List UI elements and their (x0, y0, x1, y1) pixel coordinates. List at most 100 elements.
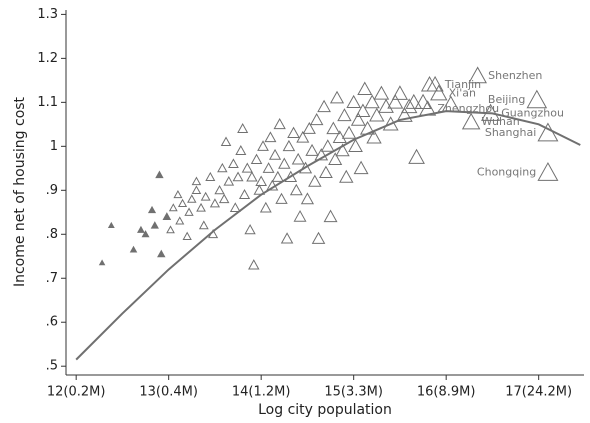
y-tick-label: .8 (46, 227, 58, 242)
point (223, 176, 235, 186)
y-tick-label: 1.2 (37, 51, 58, 66)
y-tick-label: .6 (46, 315, 58, 330)
point (235, 145, 247, 155)
point (430, 84, 448, 101)
fit-line (75, 110, 581, 361)
point (299, 161, 313, 174)
x-tick-label: 15(3.3M) (324, 385, 383, 400)
point (268, 148, 282, 160)
point (141, 230, 150, 238)
point (405, 93, 423, 109)
point (177, 198, 188, 207)
point (273, 118, 286, 130)
point (250, 153, 263, 164)
point (414, 93, 432, 109)
point (335, 143, 350, 157)
y-tick-label: .9 (46, 183, 58, 198)
point-label: Beijing (488, 93, 525, 106)
point (259, 201, 272, 213)
point (162, 212, 172, 220)
point (147, 205, 157, 214)
point (311, 231, 326, 244)
point (217, 162, 228, 173)
point (98, 259, 106, 266)
point (107, 221, 115, 229)
point (314, 148, 329, 161)
point-label: Guangzhou (501, 106, 564, 119)
point (244, 224, 256, 235)
point (328, 152, 343, 165)
point (280, 232, 294, 244)
point (364, 94, 380, 109)
point (320, 139, 335, 152)
point (246, 171, 258, 182)
point (302, 121, 316, 134)
point (296, 130, 310, 143)
y-tick-label: .5 (46, 359, 58, 374)
point (182, 231, 192, 241)
point (396, 107, 413, 122)
point (293, 210, 307, 222)
point (337, 108, 352, 122)
point (271, 170, 284, 182)
point (214, 184, 225, 195)
point (357, 81, 373, 96)
point (426, 75, 444, 92)
y-tick-label: 1 (50, 139, 58, 154)
point (184, 207, 194, 216)
point (232, 171, 244, 182)
point (137, 225, 145, 233)
point-label: Shenzhen (488, 69, 542, 82)
point (264, 131, 277, 143)
point (300, 192, 315, 205)
point (241, 162, 253, 173)
point (275, 192, 288, 204)
point (353, 160, 369, 175)
point (391, 85, 409, 100)
point (289, 183, 303, 196)
y-tick-label: 1.1 (37, 95, 58, 110)
y-tick-label: .7 (46, 271, 58, 286)
point (200, 191, 211, 201)
point (284, 170, 298, 182)
point (205, 171, 216, 181)
x-tick-label: 17(24.2M) (505, 385, 572, 400)
point (191, 185, 202, 194)
point (369, 107, 385, 122)
point (346, 94, 362, 109)
point (253, 184, 266, 195)
x-axis-title: Log city population (258, 402, 392, 418)
point (317, 99, 331, 113)
point (366, 129, 382, 144)
point (461, 112, 481, 130)
point (191, 176, 202, 186)
x-tick-label: 14(1.2M) (232, 385, 291, 400)
point (282, 139, 296, 152)
point (339, 169, 354, 183)
point (262, 162, 275, 173)
point (255, 175, 268, 187)
point (341, 125, 357, 139)
point (150, 221, 159, 229)
point (326, 121, 341, 135)
point (373, 85, 390, 100)
y-axis-title: Income net of housing cost (12, 96, 28, 287)
point (350, 112, 366, 126)
point (168, 203, 178, 212)
point (248, 259, 260, 270)
point (218, 193, 230, 204)
point (382, 116, 399, 131)
point (257, 140, 269, 151)
point (329, 90, 345, 104)
point (526, 89, 548, 109)
point (198, 220, 209, 230)
point (308, 174, 322, 187)
point (468, 66, 487, 84)
x-tick-label: 16(8.9M) (417, 385, 476, 400)
point-label: Chongqing (477, 166, 536, 179)
point (157, 249, 166, 258)
point (400, 98, 418, 114)
point (228, 158, 239, 169)
